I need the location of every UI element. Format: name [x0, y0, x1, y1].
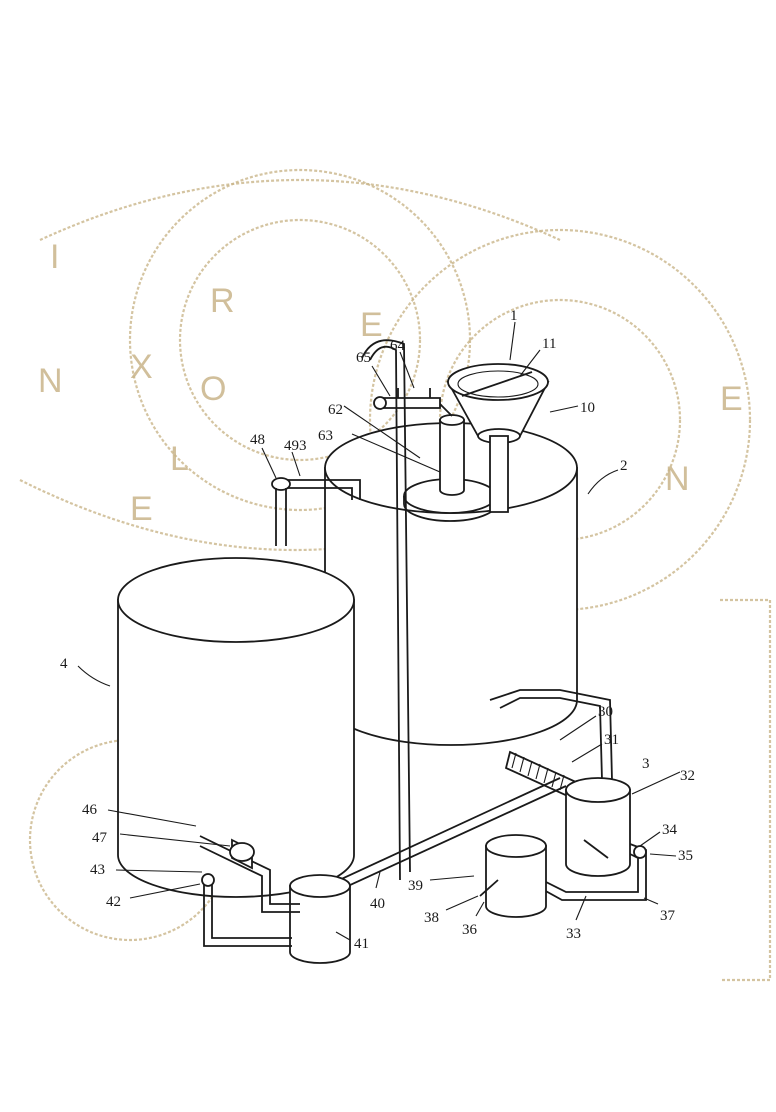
wm-letter-3: R — [210, 282, 235, 320]
pipes-34-37 — [521, 843, 647, 901]
wm-letter-6: E — [130, 490, 153, 528]
label-11: 11 — [542, 336, 556, 352]
label-31: 31 — [604, 732, 619, 748]
label-10: 10 — [580, 400, 595, 416]
column-63 — [373, 388, 465, 496]
label-47: 47 — [92, 830, 108, 846]
label-2: 2 — [620, 458, 628, 474]
label-37: 37 — [660, 908, 676, 924]
wm-letter-5: L — [170, 440, 189, 478]
riser-pipe — [361, 339, 411, 881]
wm-letter-2: X — [130, 348, 153, 386]
label-40: 40 — [370, 896, 385, 912]
wm-letter-7: E — [360, 306, 383, 344]
label-46: 46 — [82, 802, 98, 818]
reference-numerals: 1 11 10 2 30 31 3 32 34 35 37 33 36 38 3… — [60, 308, 695, 952]
pump-3 — [489, 689, 631, 877]
label-32: 32 — [680, 768, 695, 784]
wm-letter-0: I — [50, 238, 59, 276]
label-48: 48 — [250, 432, 265, 448]
pipe-48 — [271, 477, 361, 546]
label-4: 4 — [60, 656, 68, 672]
label-3: 3 — [642, 756, 650, 772]
label-39: 39 — [408, 878, 423, 894]
label-493: 493 — [284, 438, 307, 454]
pipes-42-47 — [199, 835, 300, 947]
tank-41 — [289, 874, 351, 964]
label-64: 64 — [390, 338, 406, 354]
label-1: 1 — [510, 308, 518, 324]
leader-lines — [77, 321, 681, 941]
wm-letter-1: N — [38, 362, 63, 400]
label-30: 30 — [598, 704, 613, 720]
label-41: 41 — [354, 936, 369, 952]
label-34: 34 — [662, 822, 678, 838]
label-65: 65 — [356, 350, 371, 366]
watermark-seal: I N X R O L E E N E — [19, 168, 772, 982]
label-63: 63 — [318, 428, 333, 444]
wm-letter-4: O — [200, 370, 226, 408]
label-35: 35 — [678, 848, 693, 864]
label-62: 62 — [328, 402, 343, 418]
label-43: 43 — [90, 862, 105, 878]
wm-letter-9: E — [720, 380, 743, 418]
label-42: 42 — [106, 894, 121, 910]
label-36: 36 — [462, 922, 478, 938]
label-38: 38 — [424, 910, 439, 926]
tank-36 — [479, 834, 547, 918]
label-33: 33 — [566, 926, 581, 942]
wm-letter-8: N — [665, 460, 690, 498]
